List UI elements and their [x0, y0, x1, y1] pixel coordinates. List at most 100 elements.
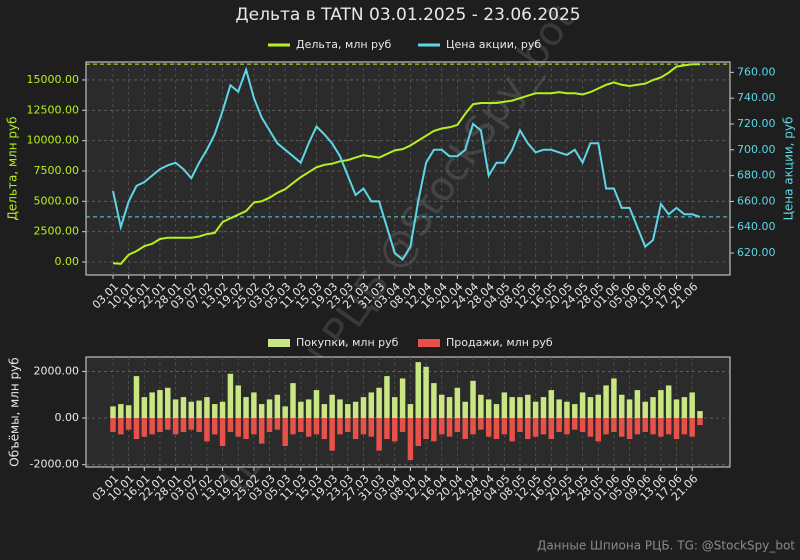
y-tick-label: 2500.00	[34, 225, 80, 238]
bar	[665, 385, 672, 419]
bar	[368, 392, 375, 419]
bar	[243, 397, 249, 419]
bar	[415, 418, 421, 447]
chart-title: Дельта в TATN 03.01.2025 - 23.06.2025	[235, 5, 580, 25]
bar	[532, 401, 539, 419]
bar	[485, 418, 492, 437]
bar	[478, 418, 484, 430]
y-tick-label: 7500.00	[34, 164, 80, 177]
bar	[438, 394, 445, 419]
bar	[305, 418, 312, 437]
bar	[470, 380, 476, 419]
bar	[407, 418, 414, 461]
bar	[321, 418, 328, 440]
bar	[384, 376, 390, 419]
bar	[634, 418, 641, 435]
bar	[603, 418, 609, 435]
bar	[556, 418, 562, 433]
bar	[587, 397, 594, 419]
bar	[321, 404, 328, 419]
bar	[548, 390, 555, 419]
bar	[165, 387, 171, 419]
bar	[266, 418, 273, 433]
bar	[243, 418, 249, 440]
legend-label: Цена акции, руб	[446, 38, 541, 51]
bar	[368, 418, 375, 437]
bar	[384, 418, 390, 440]
bar	[133, 418, 140, 440]
bar	[360, 397, 367, 419]
bar	[689, 418, 695, 437]
bar	[329, 394, 335, 419]
bar	[392, 418, 398, 442]
line-series	[112, 63, 700, 265]
bar	[360, 418, 367, 435]
y2-tick-label: 660.00	[737, 194, 776, 207]
plot-area	[85, 61, 731, 276]
bar	[165, 418, 171, 430]
bar	[431, 383, 437, 419]
bar	[626, 399, 633, 419]
bar	[290, 383, 296, 419]
bar	[509, 418, 515, 442]
bar	[532, 418, 539, 437]
y2-tick-label: 720.00	[737, 117, 776, 130]
y2-axis-label: Цена акции, руб	[782, 117, 796, 221]
bar	[212, 404, 218, 419]
bar	[235, 385, 241, 419]
bar	[509, 397, 515, 419]
bar	[501, 418, 508, 435]
bar	[392, 397, 398, 419]
bar	[501, 392, 508, 419]
bar	[266, 399, 273, 419]
bar	[149, 418, 155, 435]
y-tick-label: 2000.00	[34, 364, 80, 377]
bar	[611, 378, 617, 419]
bar	[376, 418, 382, 451]
bar	[587, 418, 594, 437]
bar	[337, 399, 343, 419]
bar	[697, 418, 703, 426]
bar	[556, 399, 562, 419]
bar	[345, 404, 351, 419]
bar	[611, 418, 617, 433]
bar	[352, 401, 359, 419]
bar	[227, 418, 234, 433]
bar	[274, 418, 281, 430]
bar	[298, 418, 304, 433]
y-tick-label: 0.00	[55, 255, 80, 268]
y-tick-label: -2000.00	[30, 458, 79, 471]
bar	[329, 418, 335, 451]
y-tick-label: 12500.00	[27, 103, 80, 116]
bar	[572, 418, 578, 430]
bar	[438, 418, 445, 435]
legend-label: Дельта, млн руб	[296, 38, 392, 51]
bar	[180, 418, 187, 433]
bar	[470, 418, 476, 435]
bar	[462, 418, 468, 440]
bar	[149, 392, 155, 419]
y2-tick-label: 760.00	[737, 65, 776, 78]
bar	[219, 401, 226, 419]
bar	[110, 418, 116, 433]
y2-tick-label: 700.00	[737, 143, 776, 156]
bar	[212, 418, 218, 435]
y2-tick-label: 620.00	[737, 246, 776, 259]
bar	[282, 406, 288, 419]
bar	[446, 418, 453, 437]
bar	[399, 378, 406, 419]
y-tick-label: 5000.00	[34, 194, 80, 207]
bar	[407, 404, 414, 419]
bar	[133, 376, 140, 419]
bar	[251, 418, 257, 435]
bar	[258, 418, 265, 444]
bar	[219, 418, 226, 447]
bar	[196, 400, 202, 419]
bar	[313, 390, 320, 419]
bar	[540, 397, 547, 419]
bar	[157, 418, 163, 433]
bar	[305, 399, 312, 419]
bar	[493, 418, 500, 440]
bar	[110, 406, 116, 419]
